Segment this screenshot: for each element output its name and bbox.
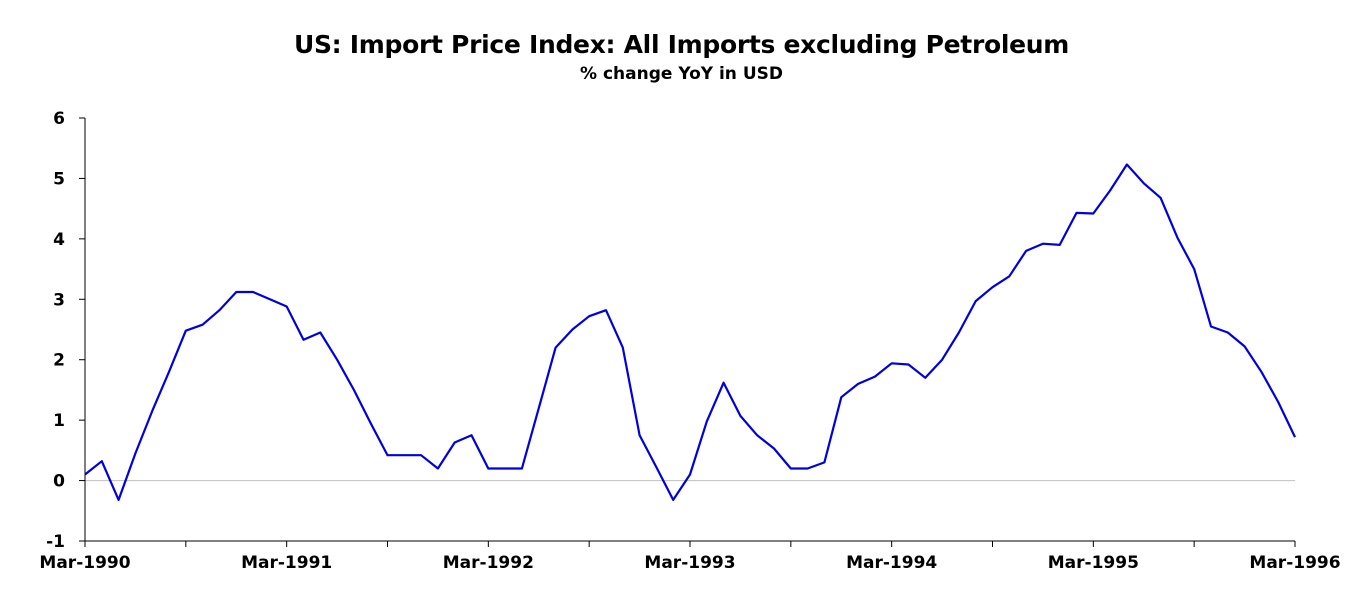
series-line — [84, 163, 1296, 501]
x-tick-label: Mar-1993 — [644, 553, 735, 573]
x-tick-label: Mar-1994 — [846, 553, 937, 573]
y-tick-label: 0 — [53, 472, 65, 492]
x-tick-label: Mar-1995 — [1048, 553, 1139, 573]
chart-subtitle: % change YoY in USD — [580, 64, 783, 84]
chart-title: US: Import Price Index: All Imports excl… — [293, 30, 1070, 59]
y-tick-label: 6 — [53, 109, 65, 129]
x-tick-label: Mar-1991 — [241, 553, 332, 573]
y-tick-label: 4 — [53, 230, 65, 250]
y-tick-label: 1 — [53, 411, 65, 431]
x-tick-label: Mar-1996 — [1249, 553, 1340, 573]
y-tick-label: -1 — [46, 532, 65, 552]
y-tick-label: 5 — [53, 169, 65, 189]
y-tick-label: 3 — [53, 290, 65, 310]
x-tick-label: Mar-1990 — [39, 553, 130, 573]
y-tick-label: 2 — [53, 351, 65, 371]
x-tick-label: Mar-1992 — [443, 553, 534, 573]
